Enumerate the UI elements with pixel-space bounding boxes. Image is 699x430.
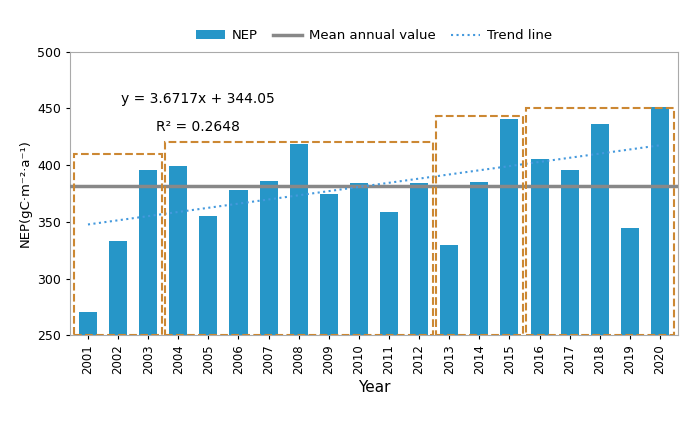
Bar — [440, 245, 459, 430]
Bar — [169, 166, 187, 430]
Bar — [350, 183, 368, 430]
Bar — [531, 160, 549, 430]
Y-axis label: NEP(gC·m⁻²·a⁻¹): NEP(gC·m⁻²·a⁻¹) — [18, 140, 31, 247]
Bar — [74, 154, 161, 335]
Bar — [139, 170, 157, 430]
Bar — [435, 116, 523, 335]
Bar — [526, 108, 674, 335]
Legend: NEP, Mean annual value, Trend line: NEP, Mean annual value, Trend line — [196, 29, 552, 42]
Bar — [319, 194, 338, 430]
Bar — [380, 212, 398, 430]
Bar — [79, 312, 97, 430]
Bar — [165, 142, 433, 335]
Bar — [651, 107, 669, 430]
Bar — [289, 144, 308, 430]
Bar — [561, 170, 579, 430]
Text: R² = 0.2648: R² = 0.2648 — [156, 120, 240, 134]
Bar — [621, 227, 639, 430]
Bar — [591, 124, 609, 430]
Bar — [500, 119, 519, 430]
Bar — [109, 241, 127, 430]
Bar — [199, 216, 217, 430]
Bar — [470, 182, 489, 430]
Bar — [259, 181, 278, 430]
Bar — [410, 183, 428, 430]
X-axis label: Year: Year — [358, 380, 390, 395]
Text: y = 3.6717x + 344.05: y = 3.6717x + 344.05 — [121, 92, 275, 106]
Bar — [229, 190, 247, 430]
